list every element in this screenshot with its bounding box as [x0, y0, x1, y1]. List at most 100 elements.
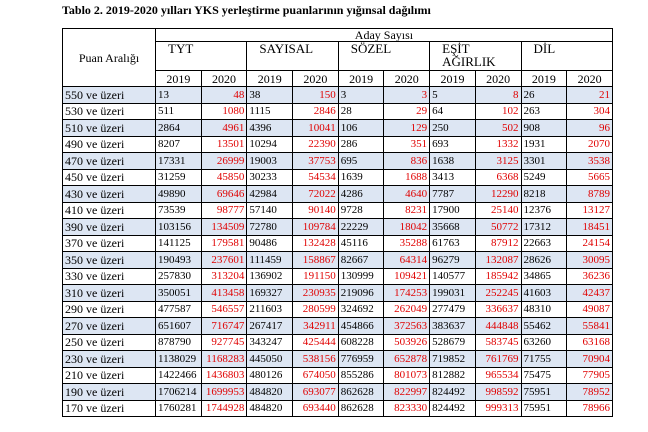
cell-value: 49087	[566, 300, 613, 318]
cell-value: 824492	[429, 383, 476, 401]
cell-value: 8207	[155, 135, 202, 153]
cell-value: 262049	[383, 300, 431, 318]
cell-value: 413458	[200, 284, 248, 302]
row-label: 290 ve üzeri	[62, 300, 156, 318]
cell-value: 1332	[474, 135, 522, 153]
cell-value: 96	[566, 119, 613, 137]
cell-value: 49890	[155, 185, 202, 203]
cell-value: 185942	[474, 267, 522, 285]
cell-value: 445050	[246, 350, 294, 368]
cell-value: 10041	[292, 119, 339, 137]
cell-value: 454866	[337, 317, 385, 335]
cell-value: 31259	[155, 168, 202, 186]
cell-value: 511	[155, 102, 202, 120]
cell-value: 73539	[155, 201, 202, 219]
data-row: 450 ve üzeri 31259 45850 30233 54534 1639 1688…	[62, 168, 613, 186]
cell-value: 477587	[155, 300, 202, 318]
cell-value: 17312	[520, 218, 568, 236]
cell-value: 22390	[292, 135, 339, 153]
row-label: 250 ve üzeri	[62, 333, 156, 351]
cell-value: 21	[566, 86, 613, 104]
cell-value: 3125	[474, 152, 522, 170]
cell-value: 2070	[566, 135, 613, 153]
cell-value: 36236	[566, 267, 613, 285]
data-row: 170 ve üzeri 1760281 1744928 484820 693440 86…	[62, 399, 613, 417]
cell-value: 8218	[520, 185, 568, 203]
cell-value: 17900	[429, 201, 476, 219]
cell-value: 96279	[429, 251, 476, 269]
cell-value: 3301	[520, 152, 568, 170]
cell-value: 82667	[337, 251, 385, 269]
cell-value: 528679	[429, 333, 476, 351]
cell-value: 277479	[429, 300, 476, 318]
cell-value: 34865	[520, 267, 568, 285]
row-label: 350 ve üzeri	[62, 251, 156, 269]
cell-value: 383637	[429, 317, 476, 335]
year-header: 2019	[155, 70, 202, 87]
cell-value: 5	[429, 86, 476, 104]
year-header: 2020	[200, 70, 248, 87]
cell-value: 98777	[200, 201, 248, 219]
cell-value: 38	[246, 86, 294, 104]
cell-value: 199031	[429, 284, 476, 302]
row-label: 470 ve üzeri	[62, 152, 156, 170]
cell-value: 26999	[200, 152, 248, 170]
cell-value: 64	[429, 102, 476, 120]
row-label: 410 ve üzeri	[62, 201, 156, 219]
cell-value: 103156	[155, 218, 202, 236]
cell-value: 50772	[474, 218, 522, 236]
cell-value: 5249	[520, 168, 568, 186]
cell-value: 693077	[292, 383, 339, 401]
header-row: Puan Aralığı Aday Sayısı	[62, 28, 613, 87]
data-row: 510 ve üzeri 2864 4961 4396 10041 106 129 250 50…	[62, 119, 613, 137]
cell-value: 13501	[200, 135, 248, 153]
cell-value: 219096	[337, 284, 385, 302]
cell-value: 444848	[474, 317, 522, 335]
year-header: 2019	[429, 70, 476, 87]
cell-value: 22229	[337, 218, 385, 236]
cell-value: 28626	[520, 251, 568, 269]
cell-value: 140577	[429, 267, 476, 285]
super-header: Aday Sayısı	[155, 28, 613, 42]
cell-value: 1744928	[200, 399, 248, 417]
cell-value: 2864	[155, 119, 202, 137]
data-row: 370 ve üzeri 141125 179581 90486 132428 45116…	[62, 234, 613, 252]
year-header: 2020	[566, 70, 613, 87]
cell-value: 1115	[246, 102, 294, 120]
cell-value: 1422466	[155, 366, 202, 384]
data-row: 290 ve üzeri 477587 546557 211603 280599 3246…	[62, 300, 613, 318]
row-label: 230 ve üzeri	[62, 350, 156, 368]
cell-value: 30095	[566, 251, 613, 269]
cell-value: 2846	[292, 102, 339, 120]
cell-value: 129	[383, 119, 431, 137]
cell-value: 18451	[566, 218, 613, 236]
cell-value: 998592	[474, 383, 522, 401]
cell-value: 54534	[292, 168, 339, 186]
cell-value: 263	[520, 102, 568, 120]
cell-value: 286	[337, 135, 385, 153]
cell-value: 63168	[566, 333, 613, 351]
cell-value: 372563	[383, 317, 431, 335]
data-row: 550 ve üzeri 13 48 38 150 3 3 5 8 26 21	[62, 86, 613, 104]
row-label: 370 ve üzeri	[62, 234, 156, 252]
year-header: 2019	[520, 70, 568, 87]
cell-value: 1706214	[155, 383, 202, 401]
row-label: 310 ve üzeri	[62, 284, 156, 302]
cell-value: 55462	[520, 317, 568, 335]
row-label: 170 ve üzeri	[62, 399, 156, 417]
cell-value: 230935	[292, 284, 339, 302]
cell-value: 75475	[520, 366, 568, 384]
cell-value: 502	[474, 119, 522, 137]
data-row: 270 ve üzeri 651607 716747 267417 342911 4548…	[62, 317, 613, 335]
data-row: 190 ve üzeri 1706214 1699953 484820 693077 86…	[62, 383, 613, 401]
data-table: Puan Aralığı Aday Sayısı TYT SAYISAL SÖZEL EŞ…	[62, 28, 613, 417]
group-header: SAYISAL	[246, 41, 339, 71]
cell-value: 693	[429, 135, 476, 153]
cell-value: 351	[383, 135, 431, 153]
row-label: 450 ve üzeri	[62, 168, 156, 186]
cell-value: 674050	[292, 366, 339, 384]
year-row: 2019 2020 2019 2020 2019 2020 2019 2020 2019 2020	[63, 70, 613, 87]
row-label: 330 ve üzeri	[62, 267, 156, 285]
cell-value: 75951	[520, 383, 568, 401]
cell-value: 267417	[246, 317, 294, 335]
